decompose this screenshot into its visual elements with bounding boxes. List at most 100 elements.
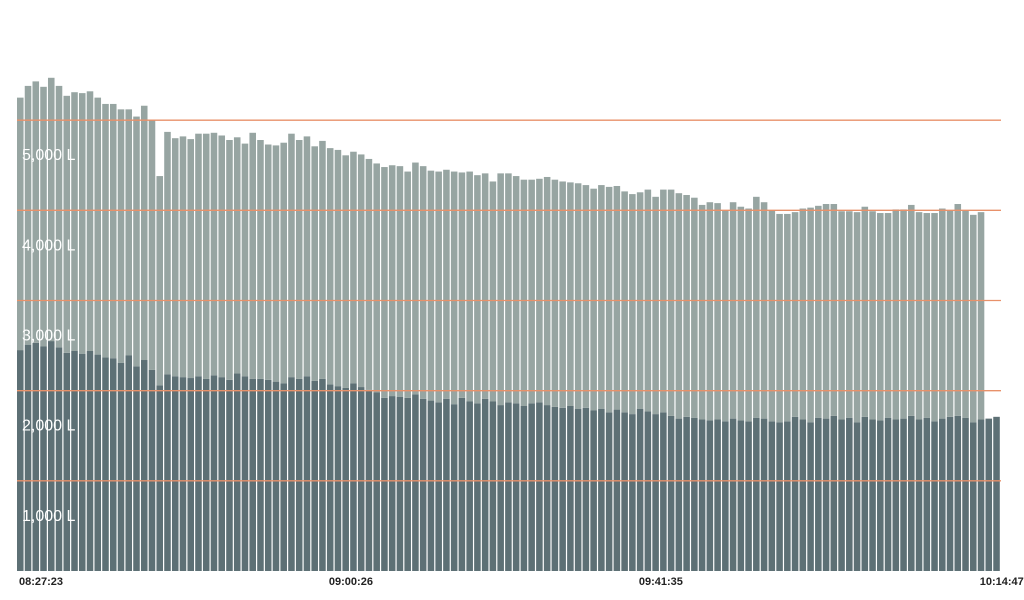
bar-lower-112: [884, 417, 892, 571]
bar-lower-83: [660, 412, 667, 571]
bar-lower-6: [63, 352, 71, 571]
bar-lower-123: [970, 422, 977, 571]
bar-lower-89: [706, 420, 714, 571]
bar-upper-111: [877, 213, 884, 421]
bar-lower-107: [846, 417, 853, 571]
bar-lower-9: [86, 350, 94, 571]
bar-lower-32: [264, 379, 272, 571]
bar-upper-46: [373, 163, 380, 393]
bar-upper-114: [900, 209, 907, 419]
bar-lower-24: [202, 378, 210, 571]
bar-upper-97: [768, 210, 776, 422]
bar-upper-11: [102, 103, 109, 358]
bar-lower-7: [71, 350, 78, 571]
bar-lower-91: [722, 421, 729, 571]
bar-lower-19: [164, 374, 171, 571]
bar-upper-104: [822, 204, 830, 419]
bar-lower-42: [342, 387, 349, 571]
bar-lower-111: [877, 420, 884, 571]
bar-lower-77: [613, 409, 621, 571]
bar-lower-23: [195, 376, 202, 571]
bar-lower-75: [598, 408, 605, 571]
bar-lower-38: [311, 380, 318, 571]
bar-lower-10: [94, 354, 102, 571]
bar-lower-86: [683, 416, 690, 571]
bar-lower-66: [528, 403, 535, 571]
bar-upper-63: [505, 173, 512, 403]
bar-lower-115: [908, 415, 915, 571]
bar-upper-89: [706, 202, 714, 421]
bar-lower-5: [55, 347, 63, 571]
bar-lower-84: [667, 415, 675, 571]
bar-upper-101: [799, 208, 807, 420]
bar-lower-53: [427, 400, 435, 571]
bar-upper-6: [63, 95, 71, 353]
bar-lower-108: [853, 422, 861, 571]
bar-lower-27: [226, 379, 233, 571]
bar-upper-119: [939, 208, 946, 419]
bar-upper-120: [946, 210, 954, 417]
bar-upper-19: [164, 131, 171, 375]
bar-lower-14: [125, 355, 133, 571]
bar-lower-90: [714, 419, 721, 571]
bar-lower-114: [900, 418, 907, 571]
bar-upper-67: [536, 178, 543, 403]
bar-upper-59: [474, 175, 481, 404]
bar-lower-3: [40, 346, 47, 571]
bar-lower-33: [272, 381, 280, 571]
bar-upper-21: [179, 136, 187, 378]
bar-lower-52: [419, 398, 427, 571]
bar-lower-56: [450, 404, 458, 571]
bar-upper-53: [427, 170, 435, 401]
bar-upper-98: [776, 213, 783, 423]
bar-lower-46: [373, 392, 380, 571]
bar-upper-51: [412, 162, 419, 395]
series-upper-bars: [17, 77, 985, 423]
bar-upper-18: [156, 176, 164, 386]
bar-upper-7: [71, 92, 78, 351]
bar-lower-124: [977, 419, 985, 571]
bar-upper-30: [249, 132, 256, 379]
bar-lower-118: [931, 421, 938, 571]
bar-lower-122: [962, 417, 969, 571]
bar-lower-73: [582, 407, 590, 571]
bar-upper-15: [133, 116, 140, 367]
bar-upper-10: [94, 97, 102, 355]
bar-lower-57: [458, 397, 466, 571]
bar-upper-28: [233, 137, 241, 374]
bar-upper-65: [520, 179, 528, 406]
bar-lower-64: [512, 403, 520, 571]
bar-upper-26: [218, 135, 225, 378]
bar-upper-57: [458, 172, 466, 398]
bar-upper-60: [481, 173, 489, 399]
bar-upper-56: [450, 171, 458, 405]
bar-upper-45: [365, 158, 373, 390]
bar-lower-101: [799, 419, 807, 571]
bar-upper-99: [784, 213, 791, 422]
y-tick-label: 1,000 L: [22, 508, 75, 525]
bar-lower-69: [551, 406, 559, 571]
bar-lower-55: [443, 398, 450, 571]
bar-lower-103: [815, 417, 822, 571]
bar-upper-58: [466, 171, 473, 402]
bar-lower-99: [784, 421, 791, 571]
bar-upper-102: [807, 207, 814, 423]
gridlines: [17, 119, 1001, 482]
bar-lower-67: [536, 402, 543, 571]
bar-lower-121: [954, 415, 962, 571]
bar-upper-122: [962, 210, 969, 418]
bar-lower-82: [652, 414, 659, 571]
bar-upper-55: [443, 169, 450, 399]
bar-upper-68: [543, 176, 551, 406]
bar-upper-42: [342, 155, 349, 388]
bar-lower-94: [745, 421, 752, 571]
y-tick-label: 5,000 L: [22, 147, 75, 164]
bar-upper-52: [419, 166, 427, 399]
bar-lower-2: [32, 342, 40, 571]
bar-lower-36: [295, 378, 303, 571]
bar-lower-31: [257, 378, 264, 571]
bar-upper-88: [698, 204, 706, 420]
bar-upper-1: [24, 85, 32, 345]
bar-lower-59: [474, 403, 481, 571]
